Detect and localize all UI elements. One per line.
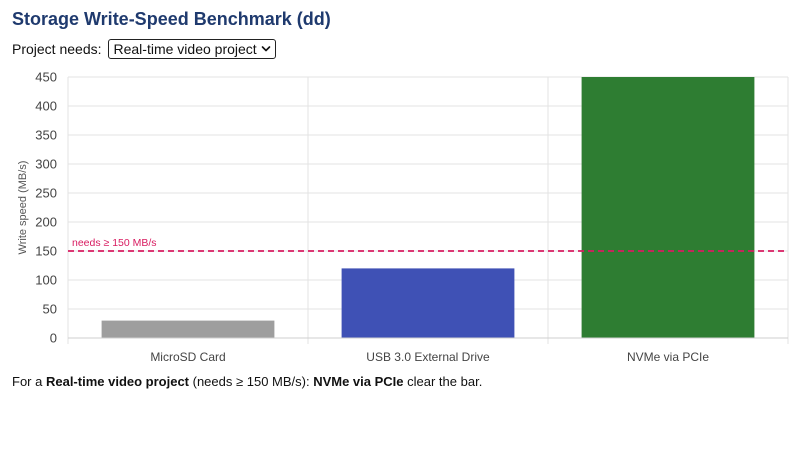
result-suffix: clear the bar. [403, 374, 483, 389]
y-tick-label: 50 [43, 302, 57, 317]
project-needs-select-value: Real-time video project [113, 41, 257, 57]
result-summary: For a Real-time video project (needs ≥ 1… [12, 374, 482, 389]
result-needs-text: (needs ≥ 150 MB/s): [189, 374, 314, 389]
project-needs-row: Project needs: Real-time video project [12, 39, 276, 59]
bar-usb-3-0-external-drive [341, 268, 515, 338]
bar-nvme-via-pcie [581, 77, 755, 338]
result-prefix: For a [12, 374, 46, 389]
project-needs-select[interactable]: Real-time video project [107, 39, 276, 59]
page-title: Storage Write-Speed Benchmark (dd) [12, 9, 331, 29]
threshold-label: needs ≥ 150 MB/s [72, 237, 157, 249]
y-tick-label: 0 [50, 331, 57, 346]
result-winner: NVMe via PCIe [313, 374, 404, 389]
y-tick-label: 100 [35, 273, 57, 288]
y-tick-label: 450 [35, 70, 57, 85]
bar-microsd-card [101, 320, 275, 338]
x-tick-label: MicroSD Card [150, 350, 225, 364]
x-tick-label: NVMe via PCIe [627, 350, 709, 364]
y-tick-label: 150 [35, 244, 57, 259]
y-axis-title: Write speed (MB/s) [17, 161, 29, 255]
result-project-name: Real-time video project [45, 374, 190, 389]
project-needs-label: Project needs: [12, 41, 102, 57]
y-tick-label: 200 [35, 215, 57, 230]
x-tick-label: USB 3.0 External Drive [366, 350, 490, 364]
y-tick-label: 300 [35, 157, 57, 172]
y-tick-label: 400 [35, 99, 57, 114]
y-tick-label: 250 [35, 186, 57, 201]
y-tick-label: 350 [35, 128, 57, 143]
chevron-down-icon [261, 45, 271, 53]
